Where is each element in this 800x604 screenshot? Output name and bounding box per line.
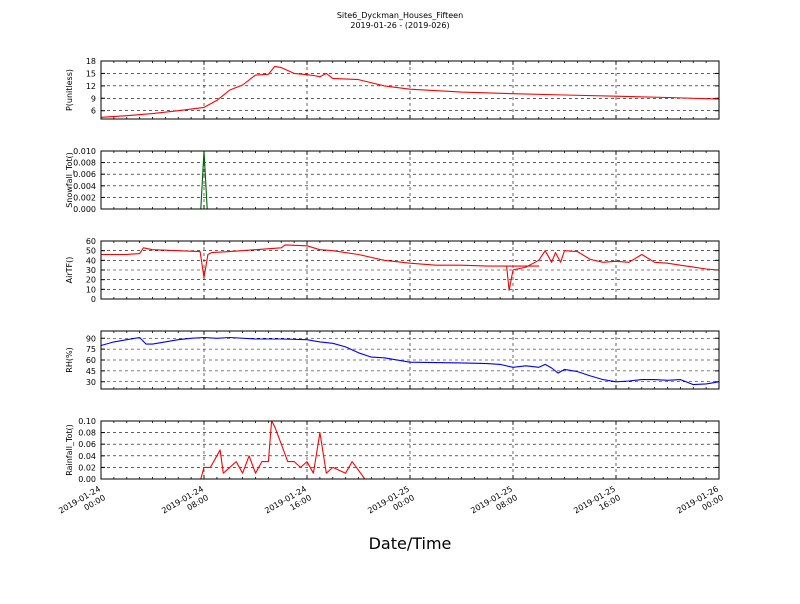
y-tick-label: 0.06 xyxy=(78,440,96,449)
axes-frame xyxy=(100,240,720,300)
axes-frame xyxy=(100,330,720,390)
y-tick-label: 20 xyxy=(86,276,96,285)
y-axis-label: RH(%) xyxy=(65,347,74,372)
series-line xyxy=(101,244,720,291)
y-tick-label: 0.08 xyxy=(78,429,96,438)
axes-frame xyxy=(100,60,720,120)
y-tick-label: 90 xyxy=(86,334,96,343)
y-axis-label: P(unitless) xyxy=(65,69,74,111)
y-tick-label: 75 xyxy=(86,345,96,354)
y-tick-label: 12 xyxy=(86,82,96,91)
y-axis-label: Snowfall_Tot() xyxy=(65,152,74,208)
x-axis-label: Date/Time xyxy=(368,534,452,553)
y-tick-label: 10 xyxy=(86,285,96,294)
y-tick-label: 0.04 xyxy=(78,452,96,461)
y-axis-label: Rainfall_Tot() xyxy=(65,424,74,476)
y-tick-label: 60 xyxy=(86,356,96,365)
y-tick-label: 0.10 xyxy=(78,417,96,426)
y-tick-label: 0.008 xyxy=(73,159,96,168)
axes-frame xyxy=(100,420,720,480)
figure-title-line2: 2019-01-26 - (2019-026) xyxy=(350,21,450,30)
y-tick-label: 40 xyxy=(86,256,96,265)
y-tick-label: 15 xyxy=(86,69,96,78)
y-tick-label: 0.00 xyxy=(78,475,96,484)
figure-title: Site6_Dyckman_Houses_Fifteen 2019-01-26 … xyxy=(0,11,800,31)
y-tick-label: 6 xyxy=(91,107,96,116)
figure-title-line1: Site6_Dyckman_Houses_Fifteen xyxy=(336,11,464,20)
y-tick-label: 50 xyxy=(86,247,96,256)
y-tick-label: 45 xyxy=(86,367,96,376)
axes-frame xyxy=(100,150,720,210)
y-tick-label: 0.006 xyxy=(73,170,96,179)
series-line xyxy=(100,336,720,386)
series-line xyxy=(101,420,719,480)
y-tick-label: 0.010 xyxy=(73,147,96,156)
y-axis-label: AirTF() xyxy=(65,257,74,284)
y-tick-label: 0.02 xyxy=(78,463,96,472)
y-tick-label: 30 xyxy=(86,266,96,275)
y-tick-label: 18 xyxy=(86,57,96,66)
y-tick-label: 0.000 xyxy=(73,205,96,214)
y-tick-label: 60 xyxy=(86,237,96,246)
y-tick-label: 0.004 xyxy=(73,182,96,191)
series-line xyxy=(100,65,720,118)
y-tick-label: 9 xyxy=(91,94,96,103)
y-tick-label: 30 xyxy=(86,378,96,387)
y-tick-label: 0 xyxy=(91,295,96,304)
y-tick-label: 0.002 xyxy=(73,193,96,202)
